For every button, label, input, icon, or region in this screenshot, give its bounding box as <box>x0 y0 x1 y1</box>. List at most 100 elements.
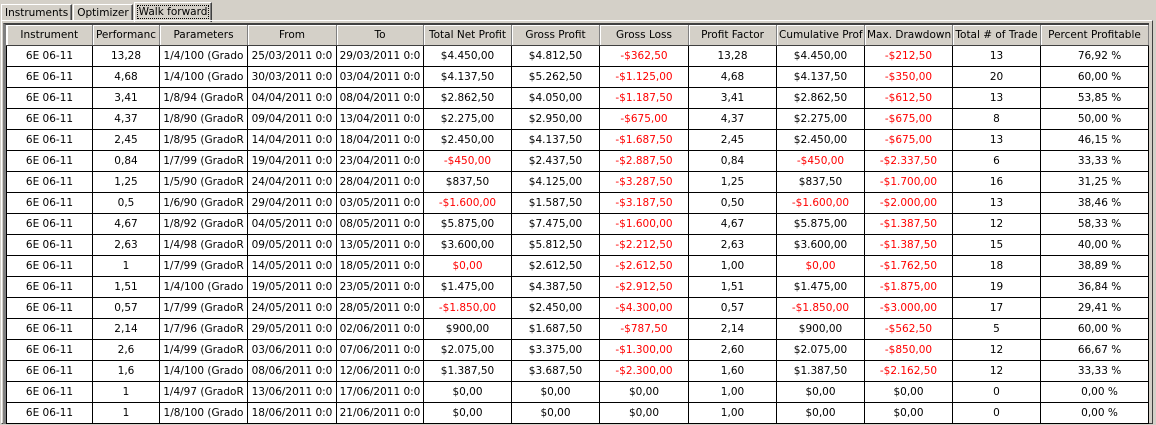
cell-cumulative-prof: $4.450,00 <box>776 45 865 67</box>
cell-parameters: 1/4/99 (GradoR <box>159 339 248 361</box>
cell-to: 02/06/2011 0:0 <box>336 318 424 340</box>
table-row[interactable]: 6E 06-11 2,45 1/8/95 (GradoR 14/04/2011 0:0… <box>6 129 1149 151</box>
table-row[interactable]: 6E 06-11 1 1/4/97 (GradoR 13/06/2011 0:0 17/… <box>6 381 1149 403</box>
cell-total-net-profit: $1.387,50 <box>423 360 512 382</box>
cell-cumulative-prof: $2.275,00 <box>776 108 865 130</box>
cell-instrument: 6E 06-11 <box>6 255 93 277</box>
cell-gross-profit: $4.125,00 <box>511 171 600 193</box>
table-row[interactable]: 6E 06-11 0,5 1/6/90 (GradoR 29/04/2011 0:0 0… <box>6 192 1149 214</box>
cell-max-drawdown: -$1.762,50 <box>864 255 953 277</box>
cell-from: 29/04/2011 0:0 <box>247 192 337 214</box>
walk-forward-grid[interactable]: Instrument Performanc Parameters From To Tota… <box>3 23 1149 424</box>
tab-optimizer[interactable]: Optimizer <box>73 4 133 21</box>
cell-profit-factor: 3,41 <box>688 87 777 109</box>
cell-instrument: 6E 06-11 <box>6 213 93 235</box>
cell-from: 24/05/2011 0:0 <box>247 297 337 319</box>
table-row[interactable]: 6E 06-11 2,6 1/4/99 (GradoR 03/06/2011 0:0 0… <box>6 339 1149 361</box>
cell-total-net-profit: $3.600,00 <box>423 234 512 256</box>
column-header-gross-loss[interactable]: Gross Loss <box>599 25 689 46</box>
column-header-to[interactable]: To <box>336 25 424 46</box>
cell-cumulative-prof: -$1.600,00 <box>776 192 865 214</box>
column-header-instrument[interactable]: Instrument <box>6 25 93 46</box>
table-row[interactable]: 6E 06-11 0,84 1/7/99 (GradoR 19/04/2011 0:0… <box>6 150 1149 172</box>
cell-profit-factor: 2,45 <box>688 129 777 151</box>
cell-parameters: 1/7/99 (GradoR <box>159 255 248 277</box>
column-header-from[interactable]: From <box>247 25 337 46</box>
column-header-cumulative-prof[interactable]: Cumulative Prof <box>776 25 865 46</box>
cell-from: 24/04/2011 0:0 <box>247 171 337 193</box>
cell-total-net-profit: $2.075,00 <box>423 339 512 361</box>
cell-parameters: 1/4/100 (Grado <box>159 66 248 88</box>
cell-performanc: 0,84 <box>92 150 160 172</box>
cell-cumulative-prof: $837,50 <box>776 171 865 193</box>
cell-performanc: 2,45 <box>92 129 160 151</box>
table-row[interactable]: 6E 06-11 1 1/7/99 (GradoR 14/05/2011 0:0 18/… <box>6 255 1149 277</box>
cell-from: 14/05/2011 0:0 <box>247 255 337 277</box>
table-row[interactable]: 6E 06-11 1,51 1/4/100 (Grado 19/05/2011 0:0… <box>6 276 1149 298</box>
column-header-gross-profit[interactable]: Gross Profit <box>511 25 600 46</box>
cell-cumulative-prof: $1.475,00 <box>776 276 865 298</box>
table-row[interactable]: 6E 06-11 0,57 1/7/99 (GradoR 24/05/2011 0:0… <box>6 297 1149 319</box>
column-header-percent-profitable[interactable]: Percent Profitable <box>1040 25 1149 46</box>
column-header-performanc[interactable]: Performanc <box>92 25 160 46</box>
cell-total-net-profit: -$1.600,00 <box>423 192 512 214</box>
cell-to: 21/06/2011 0:0 <box>336 402 424 424</box>
cell-to: 17/06/2011 0:0 <box>336 381 424 403</box>
cell-profit-factor: 1,00 <box>688 402 777 424</box>
cell-percent-profitable: 0,00 % <box>1040 381 1149 403</box>
cell-max-drawdown: -$3.000,00 <box>864 297 953 319</box>
cell-max-drawdown: -$2.000,00 <box>864 192 953 214</box>
cell-instrument: 6E 06-11 <box>6 150 93 172</box>
cell-percent-profitable: 36,84 % <box>1040 276 1149 298</box>
tab-label: Instruments <box>5 7 69 19</box>
cell-gross-loss: -$3.187,50 <box>599 192 689 214</box>
cell-cumulative-prof: $5.875,00 <box>776 213 865 235</box>
tab-instruments[interactable]: Instruments <box>1 4 73 21</box>
cell-instrument: 6E 06-11 <box>6 318 93 340</box>
cell-total-of-trade: 13 <box>952 129 1041 151</box>
cell-parameters: 1/4/98 (GradoR <box>159 234 248 256</box>
cell-instrument: 6E 06-11 <box>6 108 93 130</box>
cell-total-of-trade: 5 <box>952 318 1041 340</box>
cell-performanc: 0,57 <box>92 297 160 319</box>
cell-total-net-profit: $0,00 <box>423 381 512 403</box>
cell-gross-loss: -$2.300,00 <box>599 360 689 382</box>
cell-gross-profit: $4.137,50 <box>511 129 600 151</box>
cell-gross-profit: $2.612,50 <box>511 255 600 277</box>
table-row[interactable]: 6E 06-11 4,68 1/4/100 (Grado 30/03/2011 0:0… <box>6 66 1149 88</box>
table-row[interactable]: 6E 06-11 13,28 1/4/100 (Grado 25/03/2011 0:… <box>6 45 1149 67</box>
table-row[interactable]: 6E 06-11 2,14 1/7/96 (GradoR 29/05/2011 0:0… <box>6 318 1149 340</box>
cell-total-of-trade: 12 <box>952 339 1041 361</box>
table-row[interactable]: 6E 06-11 1,25 1/5/90 (GradoR 24/04/2011 0:0… <box>6 171 1149 193</box>
cell-instrument: 6E 06-11 <box>6 87 93 109</box>
column-header-parameters[interactable]: Parameters <box>159 25 248 46</box>
table-row[interactable]: 6E 06-11 2,63 1/4/98 (GradoR 09/05/2011 0:0… <box>6 234 1149 256</box>
cell-to: 13/05/2011 0:0 <box>336 234 424 256</box>
table-row[interactable]: 6E 06-11 4,67 1/8/92 (GradoR 04/05/2011 0:0… <box>6 213 1149 235</box>
cell-profit-factor: 2,63 <box>688 234 777 256</box>
column-header-profit-factor[interactable]: Profit Factor <box>688 25 777 46</box>
cell-profit-factor: 0,84 <box>688 150 777 172</box>
cell-gross-loss: -$1.187,50 <box>599 87 689 109</box>
cell-gross-profit: $3.687,50 <box>511 360 600 382</box>
column-header-total-of-trade[interactable]: Total # of Trade <box>952 25 1041 46</box>
table-row[interactable]: 6E 06-11 1 1/8/100 (Grado 18/06/2011 0:0 21/… <box>6 402 1149 424</box>
cell-total-of-trade: 12 <box>952 360 1041 382</box>
cell-profit-factor: 0,57 <box>688 297 777 319</box>
cell-to: 18/05/2011 0:0 <box>336 255 424 277</box>
cell-total-of-trade: 6 <box>952 150 1041 172</box>
table-row[interactable]: 6E 06-11 1,6 1/4/100 (Grado 08/06/2011 0:0 1… <box>6 360 1149 382</box>
table-row[interactable]: 6E 06-11 3,41 1/8/94 (GradoR 04/04/2011 0:0… <box>6 87 1149 109</box>
column-header-total-net-profit[interactable]: Total Net Profit <box>423 25 512 46</box>
cell-cumulative-prof: $1.387,50 <box>776 360 865 382</box>
cell-instrument: 6E 06-11 <box>6 339 93 361</box>
cell-parameters: 1/4/97 (GradoR <box>159 381 248 403</box>
cell-from: 08/06/2011 0:0 <box>247 360 337 382</box>
column-header-max-drawdown[interactable]: Max. Drawdown <box>864 25 953 46</box>
cell-percent-profitable: 50,00 % <box>1040 108 1149 130</box>
cell-max-drawdown: -$675,00 <box>864 108 953 130</box>
table-row[interactable]: 6E 06-11 4,37 1/8/90 (GradoR 09/04/2011 0:0… <box>6 108 1149 130</box>
tab-walk-forward[interactable]: Walk forward <box>133 2 213 22</box>
cell-gross-loss: -$2.912,50 <box>599 276 689 298</box>
cell-performanc: 1,6 <box>92 360 160 382</box>
